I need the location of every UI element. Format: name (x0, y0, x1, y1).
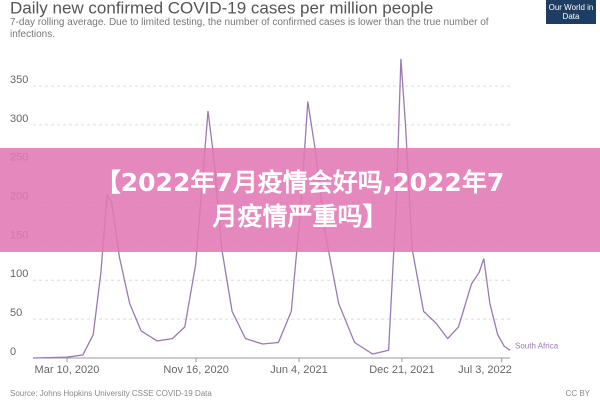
y-tick-label: 50 (10, 307, 22, 319)
logo: Our World in Data (548, 3, 594, 21)
logo-box (546, 0, 596, 24)
y-tick-label: 300 (10, 113, 28, 125)
x-tick-label: Dec 21, 2021 (369, 364, 434, 376)
y-tick-label: 350 (10, 74, 28, 86)
line (32, 58, 511, 359)
logo-text: Our World in Data (548, 3, 594, 21)
x-tick-label: Jul 3, 2022 (458, 364, 512, 376)
x-tick-label: Mar 10, 2020 (35, 364, 100, 376)
y-tick-label: 100 (10, 268, 28, 280)
y-tick-label: 0 (10, 346, 16, 358)
banner-text: 【2022年7月疫情会好吗,2022年7月疫情严重吗】 (95, 168, 505, 231)
x-tick-label: Nov 16, 2020 (163, 364, 228, 376)
license: CC BY (566, 389, 591, 398)
legend-label: South Africa (515, 341, 559, 350)
chart-subtitle: 7-day rolling average. Due to limited te… (10, 17, 489, 40)
banner: 【2022年7月疫情会好吗,2022年7月疫情严重吗】 (0, 148, 600, 252)
x-tick-label: Jun 4, 2021 (270, 364, 328, 376)
chart-title: Daily new confirmed COVID-19 cases per m… (10, 0, 433, 17)
source: Source: Johns Hopkins University CSSE CO… (10, 389, 212, 398)
subtitle-box: 7-day rolling average. Due to limited te… (10, 17, 489, 40)
